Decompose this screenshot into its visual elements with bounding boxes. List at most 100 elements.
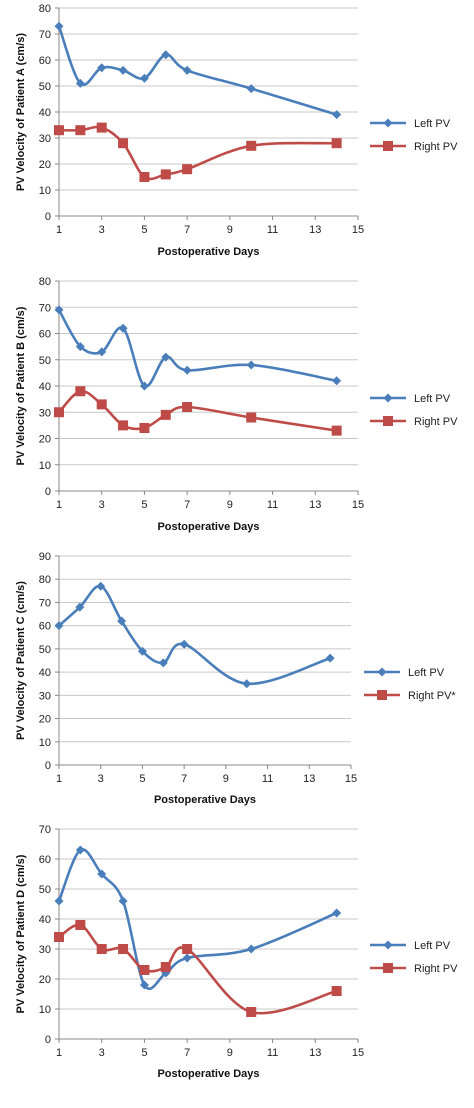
series-left-pv [54,21,342,120]
y-tick-label: 60 [39,854,51,866]
data-point [54,407,64,418]
data-point [246,1007,257,1017]
data-point [97,63,107,73]
x-tick-label: 11 [267,499,278,511]
x-tick-label: 13 [309,499,321,511]
data-point [246,84,256,94]
legend-marker [383,940,393,950]
data-point [96,122,107,133]
legend-entry: Left PV [370,118,451,130]
legend-marker [383,393,393,403]
legend-label: Left PV [414,393,451,405]
data-point [242,679,252,689]
x-tick-label: 3 [98,773,104,785]
data-point [75,845,85,855]
y-tick-label: 20 [39,434,51,446]
data-point [325,653,335,663]
legend-label: Right PV [414,963,458,975]
data-point [246,412,257,423]
data-point [161,352,171,362]
legend-marker [383,416,393,426]
y-axis-title: PV Velocity of Patient C (cm/s) [15,581,27,740]
data-point [137,646,147,656]
data-point [54,932,64,942]
x-tick-label: 15 [352,224,364,236]
y-tick-label: 50 [39,81,51,93]
data-point [75,386,86,397]
y-tick-label: 70 [39,824,51,836]
y-tick-label: 70 [39,302,51,314]
data-point [75,125,86,136]
y-tick-label: 10 [39,737,51,749]
y-tick-label: 40 [39,667,51,679]
x-tick-label: 7 [184,224,190,236]
data-point [332,110,342,120]
legend-label: Left PV [408,667,445,679]
y-tick-label: 50 [39,644,51,656]
x-tick-label: 5 [141,1047,147,1059]
data-point [182,164,193,175]
y-tick-label: 70 [39,597,51,609]
series-line [57,389,338,432]
x-tick-label: 9 [227,1047,233,1059]
x-axis-title: Postoperative Days [157,1068,259,1080]
x-tick-label: 9 [227,499,233,511]
series-line [57,308,338,388]
data-point [117,616,127,626]
legend-entry: Right PV [370,416,458,428]
legend-label: Right PV* [408,690,456,702]
y-tick-label: 70 [39,29,51,41]
data-point [160,169,171,180]
x-tick-label: 11 [267,1047,278,1059]
series-line [57,125,338,181]
y-tick-label: 20 [39,159,51,171]
data-point [332,376,342,386]
data-point [118,323,128,333]
x-tick-label: 3 [99,224,105,236]
x-tick-label: 5 [139,773,145,785]
y-tick-label: 80 [39,574,51,586]
y-tick-label: 30 [39,690,51,702]
data-point [54,621,64,631]
data-point [54,305,64,315]
y-tick-label: 60 [39,55,51,67]
data-point [331,986,342,996]
data-point [160,962,171,972]
series-right-pv [54,920,342,1017]
series-line [57,923,338,1015]
data-point [118,420,129,431]
y-tick-label: 50 [39,355,51,367]
legend-marker [383,118,393,128]
data-point [118,944,129,954]
legend-entry: Right PV* [364,690,456,702]
x-tick-label: 7 [184,1047,190,1059]
data-point [160,409,171,420]
x-axis-title: Postoperative Days [154,794,256,806]
data-point [54,896,64,906]
data-point [118,65,128,75]
y-tick-label: 30 [39,407,51,419]
y-tick-label: 20 [39,974,51,986]
data-point [139,381,149,391]
x-tick-label: 7 [181,773,187,785]
x-tick-label: 7 [184,499,190,511]
data-point [75,602,85,612]
series-left-pv [54,845,342,991]
y-tick-label: 30 [39,944,51,956]
y-tick-label: 80 [39,3,51,15]
legend-marker [377,667,387,677]
x-tick-label: 5 [141,499,147,511]
y-tick-label: 60 [39,329,51,341]
y-tick-label: 10 [39,460,51,472]
y-tick-label: 10 [39,185,51,197]
legend-label: Right PV [414,416,458,428]
legend-label: Left PV [414,940,451,952]
data-point [118,138,129,149]
x-tick-label: 15 [345,773,357,785]
data-point [75,78,85,88]
y-tick-label: 40 [39,381,51,393]
series-line [57,584,332,686]
